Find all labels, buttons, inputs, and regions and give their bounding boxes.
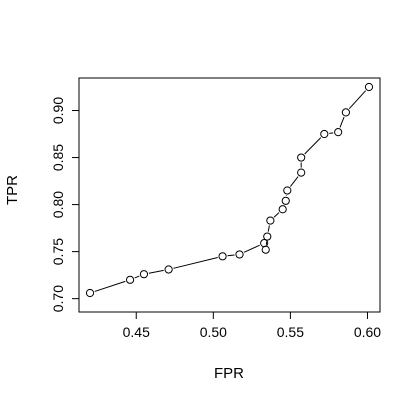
x-axis: 0.45 0.50 0.55 0.60 <box>123 312 381 340</box>
series-layer <box>85 82 374 298</box>
data-point <box>297 168 306 177</box>
series-line-segment <box>339 116 345 128</box>
x-axis-label: FPR <box>214 365 244 382</box>
data-point <box>283 186 292 195</box>
series-line-segment <box>348 90 367 110</box>
data-point <box>139 270 149 279</box>
y-tick-label: 0.80 <box>50 191 66 218</box>
y-tick-label: 0.85 <box>50 144 66 171</box>
data-point <box>266 216 275 225</box>
series-line-segment <box>134 275 140 279</box>
plot-frame <box>78 77 381 313</box>
series-line-segment <box>304 137 322 155</box>
series-line-segment <box>289 176 299 187</box>
data-point <box>281 196 290 205</box>
y-tick-label: 0.75 <box>50 238 66 265</box>
series-line-segment <box>243 244 260 253</box>
x-tick-label: 0.45 <box>123 324 150 340</box>
series-line-segment <box>94 280 126 292</box>
x-tick-label: 0.50 <box>200 324 227 340</box>
data-point <box>297 153 306 162</box>
data-point <box>334 128 343 137</box>
data-point <box>125 275 135 284</box>
data-point <box>341 108 350 117</box>
series-line-segment <box>273 212 280 218</box>
data-point <box>364 82 374 92</box>
data-point <box>164 265 173 274</box>
series-line-segment <box>267 225 270 232</box>
series-line-segment <box>329 132 334 134</box>
y-tick-label: 0.90 <box>50 97 66 124</box>
x-tick-label: 0.60 <box>354 324 381 340</box>
series-line-segment <box>173 257 218 269</box>
y-tick-label: 0.70 <box>50 285 66 312</box>
data-point <box>218 252 227 261</box>
x-tick-label: 0.55 <box>277 324 304 340</box>
data-point <box>263 232 272 241</box>
data-point <box>261 245 270 254</box>
data-point <box>320 129 329 139</box>
data-point <box>235 250 244 259</box>
series-line-segment <box>227 254 235 257</box>
data-point <box>278 205 287 214</box>
y-axis-label: TPR <box>4 175 21 205</box>
data-point <box>85 288 95 298</box>
y-axis: 0.70 0.75 0.80 0.85 0.90 <box>50 97 79 312</box>
series-line-segment <box>148 269 164 274</box>
